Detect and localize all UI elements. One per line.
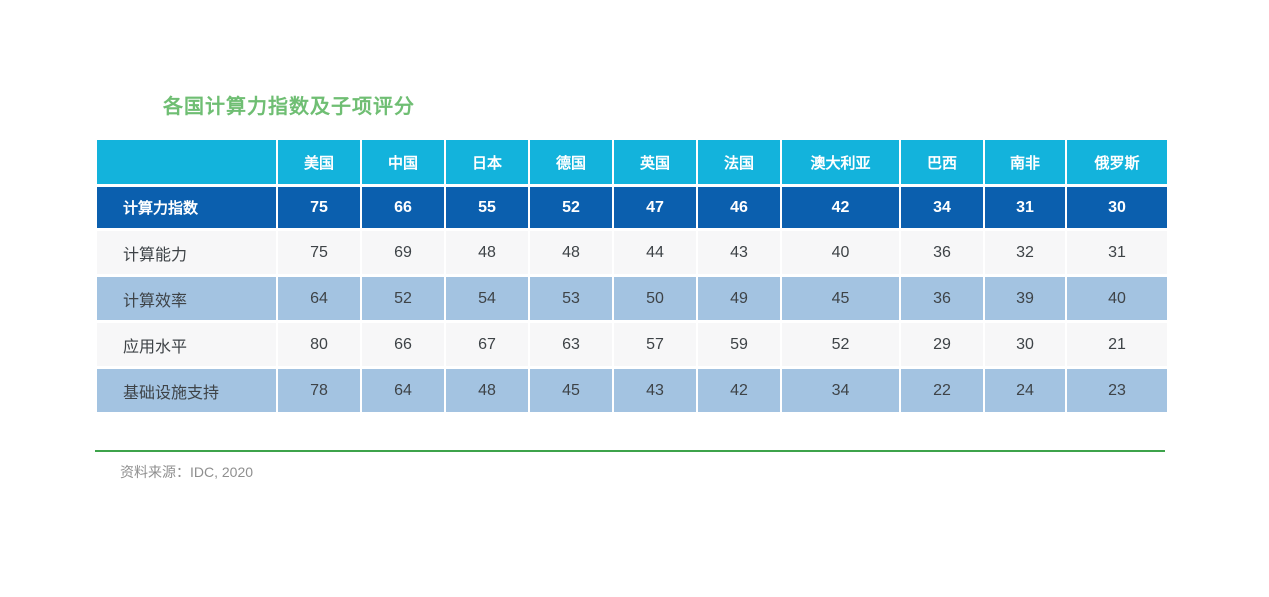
value-cell-0-2: 55 — [446, 187, 528, 228]
column-header-4: 英国 — [614, 140, 696, 184]
value-cell-1-7: 36 — [901, 231, 983, 274]
column-header-7: 巴西 — [901, 140, 983, 184]
value-cell-3-5: 59 — [698, 323, 780, 366]
value-cell-2-4: 50 — [614, 277, 696, 320]
row-label-cell: 基础设施支持 — [97, 369, 276, 412]
table-header-row: 美国 中国 日本 德国 英国 法国 澳大利亚 巴西 南非 俄罗斯 — [97, 140, 1167, 184]
value-cell-3-8: 30 — [985, 323, 1065, 366]
value-cell-1-4: 44 — [614, 231, 696, 274]
value-cell-3-9: 21 — [1067, 323, 1167, 366]
value-cell-0-1: 66 — [362, 187, 444, 228]
column-header-9: 俄罗斯 — [1067, 140, 1167, 184]
column-header-5: 法国 — [698, 140, 780, 184]
value-cell-1-9: 31 — [1067, 231, 1167, 274]
value-cell-1-3: 48 — [530, 231, 612, 274]
value-cell-1-2: 48 — [446, 231, 528, 274]
value-cell-1-8: 32 — [985, 231, 1065, 274]
value-cell-4-0: 78 — [278, 369, 360, 412]
value-cell-0-7: 34 — [901, 187, 983, 228]
row-label-cell: 计算效率 — [97, 277, 276, 320]
value-cell-3-1: 66 — [362, 323, 444, 366]
value-cell-0-4: 47 — [614, 187, 696, 228]
table-row-4: 基础设施支持 78 64 48 45 43 42 34 22 24 23 — [97, 369, 1167, 412]
column-header-2: 日本 — [446, 140, 528, 184]
value-cell-4-2: 48 — [446, 369, 528, 412]
value-cell-2-6: 45 — [782, 277, 899, 320]
column-header-0: 美国 — [278, 140, 360, 184]
value-cell-4-7: 22 — [901, 369, 983, 412]
computing-power-index-table: 美国 中国 日本 德国 英国 法国 澳大利亚 巴西 南非 俄罗斯 计算力指数 75 66 55 52 47 4… — [95, 137, 1169, 415]
table-header: 美国 中国 日本 德国 英国 法国 澳大利亚 巴西 南非 俄罗斯 — [97, 140, 1167, 184]
source-divider-rule — [95, 450, 1165, 452]
value-cell-2-7: 36 — [901, 277, 983, 320]
value-cell-3-3: 63 — [530, 323, 612, 366]
column-header-1: 中国 — [362, 140, 444, 184]
row-label-cell: 计算能力 — [97, 231, 276, 274]
figure-title: 各国计算力指数及子项评分 — [163, 96, 415, 118]
value-cell-0-8: 31 — [985, 187, 1065, 228]
value-cell-2-5: 49 — [698, 277, 780, 320]
table-row-0: 计算力指数 75 66 55 52 47 46 42 34 31 30 — [97, 187, 1167, 228]
value-cell-0-6: 42 — [782, 187, 899, 228]
value-cell-0-0: 75 — [278, 187, 360, 228]
corner-cell — [97, 140, 276, 184]
value-cell-2-0: 64 — [278, 277, 360, 320]
value-cell-4-6: 34 — [782, 369, 899, 412]
column-header-3: 德国 — [530, 140, 612, 184]
value-cell-1-5: 43 — [698, 231, 780, 274]
value-cell-4-4: 43 — [614, 369, 696, 412]
value-cell-4-1: 64 — [362, 369, 444, 412]
row-label-cell: 计算力指数 — [97, 187, 276, 228]
table-body: 计算力指数 75 66 55 52 47 46 42 34 31 30 计算能力 75 69 48 48 44 4… — [97, 187, 1167, 412]
value-cell-3-0: 80 — [278, 323, 360, 366]
column-header-6: 澳大利亚 — [782, 140, 899, 184]
column-header-8: 南非 — [985, 140, 1065, 184]
table-row-2: 计算效率 64 52 54 53 50 49 45 36 39 40 — [97, 277, 1167, 320]
value-cell-2-9: 40 — [1067, 277, 1167, 320]
table-row-3: 应用水平 80 66 67 63 57 59 52 29 30 21 — [97, 323, 1167, 366]
value-cell-2-8: 39 — [985, 277, 1065, 320]
value-cell-2-2: 54 — [446, 277, 528, 320]
value-cell-0-5: 46 — [698, 187, 780, 228]
value-cell-3-6: 52 — [782, 323, 899, 366]
value-cell-4-3: 45 — [530, 369, 612, 412]
value-cell-4-5: 42 — [698, 369, 780, 412]
value-cell-0-3: 52 — [530, 187, 612, 228]
value-cell-4-8: 24 — [985, 369, 1065, 412]
table-row-1: 计算能力 75 69 48 48 44 43 40 36 32 31 — [97, 231, 1167, 274]
value-cell-3-4: 57 — [614, 323, 696, 366]
row-label-cell: 应用水平 — [97, 323, 276, 366]
source-caption: 资料来源：IDC, 2020 — [120, 464, 254, 480]
value-cell-0-9: 30 — [1067, 187, 1167, 228]
value-cell-1-1: 69 — [362, 231, 444, 274]
value-cell-3-7: 29 — [901, 323, 983, 366]
value-cell-3-2: 67 — [446, 323, 528, 366]
value-cell-4-9: 23 — [1067, 369, 1167, 412]
value-cell-1-6: 40 — [782, 231, 899, 274]
value-cell-2-1: 52 — [362, 277, 444, 320]
value-cell-1-0: 75 — [278, 231, 360, 274]
value-cell-2-3: 53 — [530, 277, 612, 320]
